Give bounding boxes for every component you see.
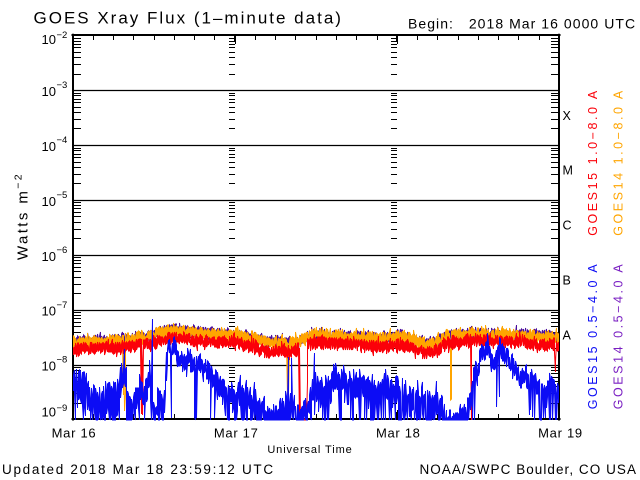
svg-text:10: 10 bbox=[42, 84, 56, 99]
svg-text:NOAA/SWPC Boulder, CO USA: NOAA/SWPC Boulder, CO USA bbox=[419, 462, 637, 477]
svg-text:GOES15 1.0−8.0 A: GOES15 1.0−8.0 A bbox=[586, 88, 600, 235]
svg-text:−2: −2 bbox=[57, 30, 68, 41]
svg-text:Updated 2018 Mar 18 23:59:12 U: Updated 2018 Mar 18 23:59:12 UTC bbox=[2, 462, 275, 477]
svg-text:10: 10 bbox=[42, 194, 56, 209]
svg-text:−3: −3 bbox=[57, 80, 68, 91]
svg-text:A: A bbox=[563, 328, 572, 342]
svg-text:−5: −5 bbox=[57, 190, 68, 201]
svg-text:Watts m−2: Watts m−2 bbox=[13, 172, 32, 260]
svg-text:C: C bbox=[563, 219, 572, 233]
svg-text:10: 10 bbox=[42, 359, 56, 374]
svg-text:10: 10 bbox=[42, 32, 56, 47]
svg-text:Mar 16: Mar 16 bbox=[52, 426, 97, 441]
svg-text:10: 10 bbox=[42, 304, 56, 319]
svg-text:X: X bbox=[563, 109, 572, 123]
svg-text:Mar 18: Mar 18 bbox=[376, 426, 421, 441]
svg-text:M: M bbox=[563, 164, 573, 178]
svg-text:−8: −8 bbox=[57, 355, 68, 366]
svg-text:10: 10 bbox=[42, 139, 56, 154]
svg-text:GOES14 1.0−8.0 A: GOES14 1.0−8.0 A bbox=[612, 88, 626, 235]
svg-text:B: B bbox=[563, 273, 571, 287]
svg-text:Universal Time: Universal Time bbox=[267, 444, 352, 456]
svg-text:Mar 19: Mar 19 bbox=[538, 426, 583, 441]
svg-text:Mar 17: Mar 17 bbox=[214, 426, 259, 441]
svg-text:−7: −7 bbox=[57, 300, 68, 311]
svg-text:10: 10 bbox=[42, 405, 56, 420]
svg-text:GOES14 0.5−4.0 A: GOES14 0.5−4.0 A bbox=[612, 262, 626, 409]
svg-text:−4: −4 bbox=[57, 135, 68, 146]
svg-text:−9: −9 bbox=[57, 403, 68, 414]
svg-text:10: 10 bbox=[42, 249, 56, 264]
svg-text:−6: −6 bbox=[57, 245, 68, 256]
svg-text:Begin: 2018 Mar 16 0000 UTC: Begin: 2018 Mar 16 0000 UTC bbox=[408, 16, 636, 32]
svg-text:GOES15 0.5−4.0 A: GOES15 0.5−4.0 A bbox=[586, 262, 600, 409]
svg-text:GOES Xray Flux (1–minute data): GOES Xray Flux (1–minute data) bbox=[34, 9, 343, 28]
